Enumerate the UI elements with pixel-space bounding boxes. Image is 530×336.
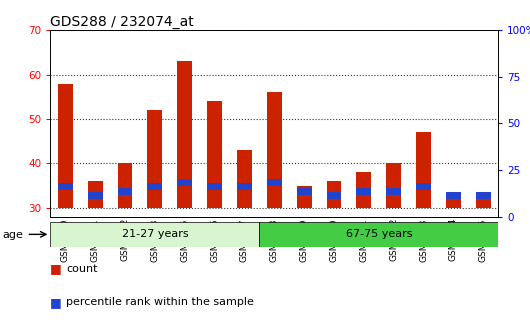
- Bar: [259, 222, 498, 247]
- Bar: [356, 188, 372, 195]
- Bar: [326, 192, 341, 199]
- Text: percentile rank within the sample: percentile rank within the sample: [66, 297, 254, 307]
- Bar: [297, 188, 312, 195]
- Bar: [87, 181, 103, 208]
- Bar: [177, 61, 192, 208]
- Bar: [58, 84, 73, 208]
- Bar: [58, 183, 73, 190]
- Bar: [87, 192, 103, 199]
- Bar: [416, 132, 431, 208]
- Bar: [118, 163, 132, 208]
- Bar: [446, 195, 461, 208]
- Bar: [207, 101, 222, 208]
- Bar: [386, 188, 401, 195]
- Bar: [147, 110, 162, 208]
- Bar: [207, 183, 222, 190]
- Bar: [386, 163, 401, 208]
- Bar: [476, 199, 491, 208]
- Text: count: count: [66, 264, 98, 274]
- Bar: [326, 181, 341, 208]
- Bar: [50, 222, 259, 247]
- Text: 67-75 years: 67-75 years: [346, 229, 412, 239]
- Bar: [356, 172, 372, 208]
- Bar: [177, 179, 192, 185]
- Text: GDS288 / 232074_at: GDS288 / 232074_at: [50, 15, 194, 29]
- Bar: [297, 185, 312, 208]
- Bar: [267, 92, 282, 208]
- Text: age: age: [3, 229, 23, 240]
- Text: 21-27 years: 21-27 years: [121, 229, 188, 239]
- Bar: [237, 183, 252, 190]
- Bar: [416, 183, 431, 190]
- Text: ■: ■: [50, 262, 62, 275]
- Bar: [476, 192, 491, 199]
- Bar: [446, 192, 461, 199]
- Text: ■: ■: [50, 296, 62, 309]
- Bar: [237, 150, 252, 208]
- Bar: [147, 183, 162, 190]
- Bar: [118, 188, 132, 195]
- Bar: [267, 179, 282, 185]
